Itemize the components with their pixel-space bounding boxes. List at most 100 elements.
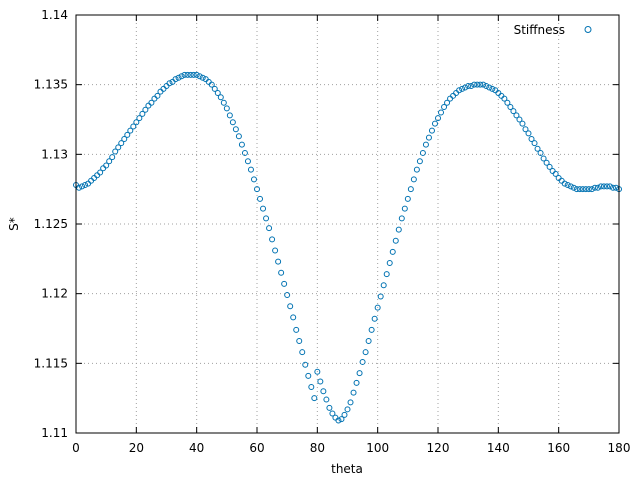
data-point (465, 83, 472, 90)
x-tick-label: 160 (547, 441, 570, 455)
data-point (525, 130, 532, 137)
data-point (82, 181, 89, 188)
data-point (612, 184, 619, 191)
data-point (371, 315, 378, 322)
data-point (199, 74, 206, 81)
x-tick-label: 20 (129, 441, 144, 455)
data-point (299, 349, 306, 356)
data-point (404, 195, 411, 202)
data-point (281, 280, 288, 287)
data-point (483, 83, 490, 90)
data-point (456, 87, 463, 94)
data-point (266, 225, 273, 232)
data-point (172, 76, 179, 83)
data-point (546, 163, 553, 170)
data-point (380, 282, 387, 289)
data-point (139, 110, 146, 117)
data-point (272, 247, 279, 254)
data-point (567, 183, 574, 190)
y-tick-label: 1.13 (41, 147, 68, 161)
x-tick-label: 0 (72, 441, 80, 455)
data-point (428, 127, 435, 134)
data-points (73, 71, 622, 424)
data-point (109, 154, 116, 161)
data-point (438, 109, 445, 116)
data-point (609, 184, 616, 191)
x-tick-label: 100 (366, 441, 389, 455)
data-point (278, 269, 285, 276)
data-point (489, 85, 496, 92)
data-point (597, 183, 604, 190)
data-point (389, 248, 396, 255)
data-point (591, 184, 598, 191)
data-point (600, 183, 607, 190)
data-point (217, 94, 224, 101)
data-point (181, 71, 188, 78)
data-point (516, 116, 523, 123)
x-tick-label: 120 (427, 441, 450, 455)
data-point (166, 80, 173, 87)
data-point (350, 389, 357, 396)
data-point (365, 338, 372, 345)
gridlines (76, 15, 619, 433)
data-point (320, 388, 327, 395)
data-point (368, 326, 375, 333)
data-point (187, 71, 194, 78)
data-point (353, 379, 360, 386)
data-point (142, 106, 149, 113)
data-point (254, 186, 260, 193)
data-point (362, 349, 369, 356)
data-point (606, 183, 613, 190)
data-point (374, 304, 381, 311)
data-point (564, 181, 571, 188)
data-point (220, 99, 227, 106)
data-point (124, 131, 131, 138)
data-point (395, 226, 402, 233)
data-point (250, 176, 257, 183)
data-point (190, 71, 197, 78)
data-point (477, 81, 484, 88)
data-point (480, 81, 487, 88)
data-point (431, 120, 438, 127)
data-point (133, 119, 140, 126)
y-tick-label: 1.125 (34, 217, 68, 231)
x-tick-label: 180 (608, 441, 631, 455)
data-point (121, 136, 128, 143)
data-point (275, 258, 282, 265)
data-point (235, 133, 242, 140)
data-point (401, 205, 408, 212)
data-point (263, 215, 270, 222)
data-point (76, 184, 83, 191)
data-point (302, 361, 309, 368)
data-point (504, 99, 511, 106)
data-point (573, 186, 580, 193)
data-point (425, 134, 432, 141)
data-point (115, 144, 122, 151)
data-point (377, 293, 384, 300)
data-point (588, 186, 595, 193)
legend-marker-stiffness (584, 26, 592, 33)
data-point (305, 372, 312, 379)
y-tick-label: 1.135 (34, 78, 68, 92)
data-point (257, 195, 264, 202)
data-point (214, 90, 221, 97)
data-point (241, 149, 248, 156)
data-point (359, 358, 366, 365)
data-point (347, 399, 354, 406)
data-point (410, 176, 417, 183)
data-point (118, 140, 125, 147)
data-point (531, 140, 538, 147)
data-point (441, 103, 448, 110)
x-tick-label: 80 (310, 441, 325, 455)
data-point (314, 368, 321, 375)
data-point (416, 158, 423, 165)
data-point (519, 120, 526, 127)
data-point (311, 395, 318, 402)
data-point (413, 166, 420, 173)
data-point (422, 141, 429, 148)
data-point (269, 236, 276, 243)
data-point (193, 71, 200, 78)
data-point (260, 205, 267, 212)
